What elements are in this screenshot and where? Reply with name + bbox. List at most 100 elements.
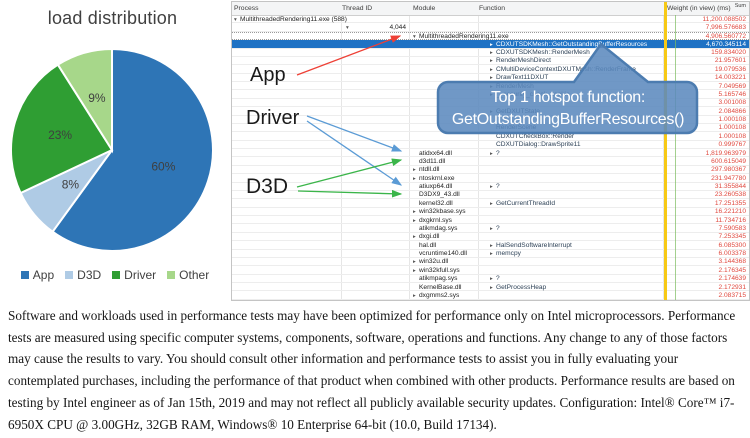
- expander-icon[interactable]: ▸: [413, 217, 416, 224]
- table-row[interactable]: ▸ ntoskrnl.exe 231.947780: [232, 174, 749, 183]
- module-cell: ▸ ntdll.dll: [413, 166, 440, 174]
- table-row[interactable]: kernel32.dll ▸ GetCurrentThreadId 17.251355: [232, 199, 749, 208]
- weight-cell: 14.003221: [714, 74, 746, 82]
- weight-cell: 31.355844: [714, 183, 746, 190]
- function-cell: ▸ memcpy: [490, 250, 521, 257]
- expander-icon[interactable]: ▾: [413, 34, 416, 41]
- expander-icon[interactable]: ▸: [490, 251, 493, 257]
- weight-cell: 231.947780: [711, 174, 746, 182]
- annotation-label-driver: Driver: [246, 107, 300, 129]
- table-row[interactable]: ▸ CMultiDeviceContextDXUTMesh::RenderFram…: [232, 65, 749, 74]
- green-marker-line: [675, 15, 676, 300]
- weight-cell: 6.085300: [718, 241, 746, 249]
- table-header: Process Thread ID Module Function Weight…: [232, 2, 749, 16]
- column-header-module[interactable]: Module: [413, 5, 436, 12]
- pie-slice-driver: [10, 63, 114, 195]
- module-cell: ▸ dxgkrnl.sys: [413, 216, 452, 224]
- table-row[interactable]: atikmdag.sys ▸? 7.590583: [232, 224, 749, 233]
- weight-cell: 7.590583: [718, 224, 746, 232]
- table-row[interactable]: atikmpag.sys ▸? 2.174639: [232, 275, 749, 283]
- table-row[interactable]: CDXUTCheckBox::Render 1.000108: [232, 132, 749, 141]
- weight-cell: 159.834020: [711, 49, 746, 56]
- pie-slice-label-d3d: 8%: [62, 177, 80, 191]
- table-row[interactable]: atiuxp64.dll ▸? 31.355844: [232, 183, 749, 191]
- expander-icon[interactable]: ▸: [490, 276, 493, 283]
- weight-cell: 297.980367: [711, 166, 746, 174]
- table-row[interactable]: vcruntime140.dll ▸ memcpy 6.003378: [232, 250, 749, 258]
- weight-cell: 5.165746: [718, 90, 746, 98]
- table-row[interactable]: KernelBase.dll ▸ GetProcessHeap 2.172931: [232, 283, 749, 292]
- pie-slice-other: [56, 47, 113, 154]
- table-row[interactable]: ▸ dxgkrnl.sys 11.734716: [232, 216, 749, 225]
- expander-icon[interactable]: ▸: [413, 259, 416, 266]
- weight-cell: 1.000108: [718, 132, 746, 140]
- weight-cell: 1,819.963979: [705, 149, 746, 157]
- table-row[interactable]: ▸ dxgi.dll 7.253345: [232, 233, 749, 242]
- column-header-process[interactable]: Process: [234, 5, 259, 12]
- legend-item-d3d: D3D: [65, 268, 101, 282]
- weight-cell: 11.734716: [715, 216, 746, 224]
- table-row[interactable]: ▸ win32kfull.sys 2.176345: [232, 266, 749, 275]
- function-cell: ▸ HalSendSoftwareInterrupt: [490, 241, 572, 249]
- expander-icon[interactable]: ▸: [413, 167, 416, 174]
- function-cell: ▸?: [490, 275, 500, 283]
- weight-cell: 2.083715: [718, 291, 746, 299]
- process-cell: ▾ MultithreadedRendering11.exe (588): [234, 15, 347, 23]
- module-cell: ▸ dxgi.dll: [413, 233, 440, 241]
- expander-icon[interactable]: ▸: [490, 184, 493, 190]
- table-row[interactable]: ▾ 4,044 7,996.576683: [232, 23, 749, 32]
- function-cell: CDXUTDialog::DrawSprite11: [496, 141, 581, 149]
- weight-cell: 2.176345: [718, 266, 746, 274]
- expander-icon[interactable]: ▸: [490, 225, 493, 232]
- table-row[interactable]: ▸ dxgmms2.sys 2.083715: [232, 291, 749, 300]
- pie-legend: App D3D Driver Other: [0, 268, 230, 282]
- expander-icon[interactable]: ▸: [490, 284, 493, 291]
- expander-icon[interactable]: ▸: [413, 267, 416, 274]
- expander-icon[interactable]: ▸: [413, 292, 416, 299]
- table-row[interactable]: ▸ ntdll.dll 297.980367: [232, 166, 749, 175]
- expander-icon[interactable]: ▾: [234, 16, 237, 23]
- function-cell: ▸ GetProcessHeap: [490, 283, 547, 291]
- table-row[interactable]: ▸ CDXUTSDKMesh::RenderMesh 159.834020: [232, 49, 749, 57]
- legend-item-driver: Driver: [112, 268, 156, 282]
- table-row[interactable]: D3DX9_43.dll 23.260538: [232, 191, 749, 200]
- weight-cell: 6.003378: [718, 250, 746, 257]
- table-row[interactable]: ▸ RenderMeshDirect 21.957601: [232, 57, 749, 66]
- expander-icon[interactable]: ▸: [490, 150, 493, 157]
- expander-icon[interactable]: ▸: [413, 175, 416, 182]
- table-row[interactable]: hal.dll ▸ HalSendSoftwareInterrupt 6.085300: [232, 241, 749, 250]
- table-row[interactable]: d3d11.dll 600.615049: [232, 157, 749, 166]
- module-cell: d3d11.dll: [419, 157, 446, 165]
- module-cell: hal.dll: [419, 241, 437, 249]
- table-row[interactable]: ▸ win32kbase.sys 16.221210: [232, 208, 749, 216]
- weight-cell: 4,670.345114: [706, 40, 746, 48]
- weight-cell: 1.000108: [718, 124, 746, 132]
- weight-cell: 17.251355: [714, 199, 746, 207]
- legend-item-other: Other: [167, 268, 209, 282]
- table-row[interactable]: ▸ DrawText11DXUT 14.003221: [232, 74, 749, 82]
- weight-cell: 2.172931: [718, 283, 746, 291]
- column-header-function[interactable]: Function: [479, 5, 506, 12]
- table-row[interactable]: atidxx64.dll ▸? 1,819.963979: [232, 149, 749, 158]
- table-row[interactable]: ▾ MultithreadedRendering11.exe (588) 11,20…: [232, 15, 749, 24]
- column-header-weight[interactable]: Weight (in view) (ms): [667, 5, 731, 12]
- function-cell: ▸?: [490, 224, 500, 232]
- table-row[interactable]: ▸ win32u.dll 3.144368: [232, 258, 749, 267]
- expander-icon[interactable]: ▸: [490, 200, 493, 207]
- table-row[interactable]: CDXUTDialog::DrawSprite11 0.999767: [232, 141, 749, 149]
- weight-cell: 11,200.088502: [702, 15, 746, 23]
- expander-icon[interactable]: ▾: [346, 24, 349, 31]
- expander-icon[interactable]: ▸: [490, 242, 493, 249]
- legend-swatch-app: [20, 271, 29, 279]
- column-header-thread-id[interactable]: Thread ID: [342, 5, 373, 12]
- expander-icon[interactable]: ▸: [413, 209, 416, 216]
- legend-swatch-driver: [112, 271, 121, 279]
- weight-cell: 23.260538: [714, 191, 746, 199]
- table-row[interactable]: ▸ CDXUTSDKMesh::GetOutstandingBufferResou…: [232, 40, 749, 49]
- yellow-marker-line[interactable]: [664, 2, 667, 300]
- table-row[interactable]: ▾ MultithreadedRendering11.exe 4,906.56077…: [232, 31, 749, 41]
- expander-icon[interactable]: ▸: [413, 234, 416, 241]
- column-divider: [478, 2, 479, 300]
- legend-swatch-other: [167, 271, 176, 279]
- weight-cell: 7.253345: [718, 233, 746, 241]
